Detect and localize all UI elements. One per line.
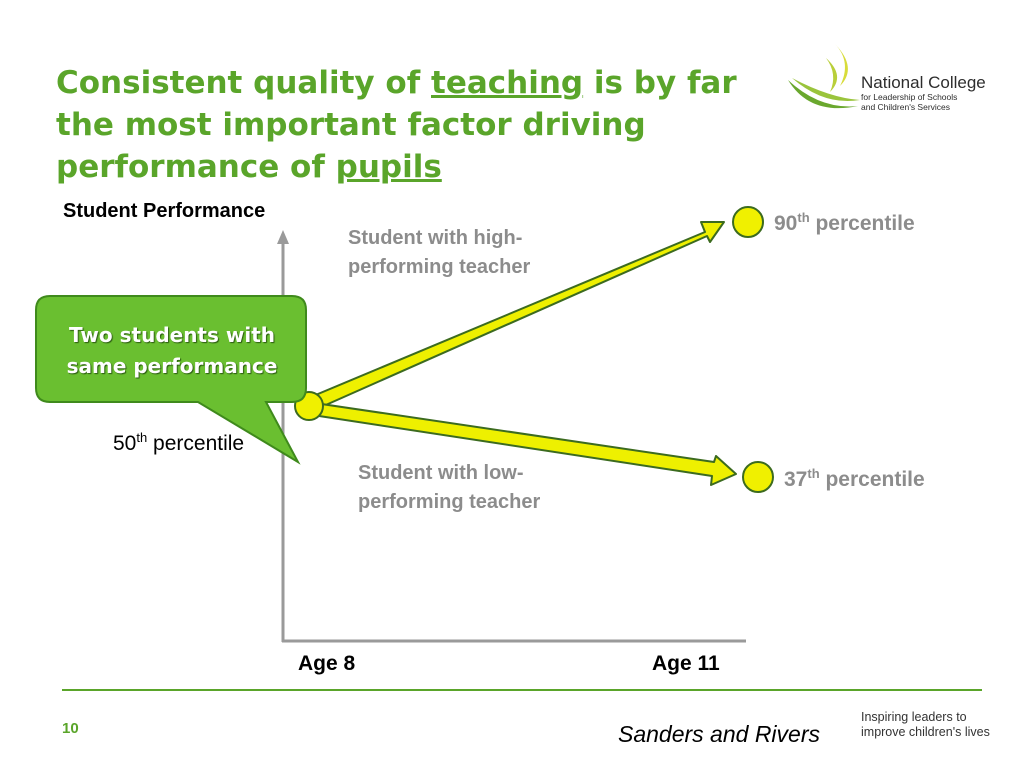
- footer-tagline: Inspiring leaders to improve children's …: [861, 710, 990, 739]
- callout-text: Two students with same performance: [66, 323, 278, 378]
- x-label-age-8: Age 8: [298, 652, 356, 675]
- low-end-point-marker: [742, 461, 774, 493]
- high-end-number: 90: [774, 212, 798, 235]
- logo-name: National College: [861, 73, 986, 92]
- low-end-percentile-label: 37th percentile: [784, 466, 925, 492]
- high-end-suffix: th: [797, 210, 810, 225]
- low-end-text: percentile: [819, 468, 925, 491]
- y-axis-label: Student Performance: [63, 200, 266, 222]
- title-link-pupils: pupils: [335, 149, 442, 185]
- low-teacher-note: Student with low-performing teacher: [358, 462, 541, 513]
- page-number: 10: [62, 720, 79, 737]
- title-part-2: is by far the most important factor driv…: [56, 65, 737, 185]
- low-end-suffix: th: [807, 466, 820, 481]
- start-number: 50: [113, 432, 137, 455]
- logo-subtitle: for Leadership of Schools and Children's…: [861, 92, 958, 112]
- high-teacher-note: Student with high-performing teacher: [348, 227, 531, 278]
- logo-text: National College for Leadership of Schoo…: [861, 73, 986, 113]
- start-text: percentile: [147, 432, 245, 455]
- start-percentile-label: 50th percentile: [113, 430, 244, 456]
- high-performance-arrow: [305, 221, 725, 413]
- source-credit: Sanders and Rivers: [618, 721, 820, 747]
- footer-divider: [62, 689, 982, 691]
- y-axis-arrowhead-icon: [277, 230, 289, 244]
- national-college-logo-icon: [788, 44, 860, 109]
- callout-bubble: [35, 295, 307, 465]
- low-end-number: 37: [784, 468, 808, 491]
- title-part-1: Consistent quality of: [56, 65, 431, 101]
- slide-title: Consistent quality of teaching is by far…: [56, 62, 756, 188]
- low-performance-arrow: [305, 401, 737, 486]
- x-label-age-11: Age 11: [652, 652, 720, 675]
- high-end-percentile-label: 90th percentile: [774, 210, 915, 236]
- high-end-text: percentile: [809, 212, 915, 235]
- start-suffix: th: [136, 430, 148, 445]
- high-end-point-marker: [732, 206, 764, 238]
- title-link-teaching: teaching: [431, 65, 584, 101]
